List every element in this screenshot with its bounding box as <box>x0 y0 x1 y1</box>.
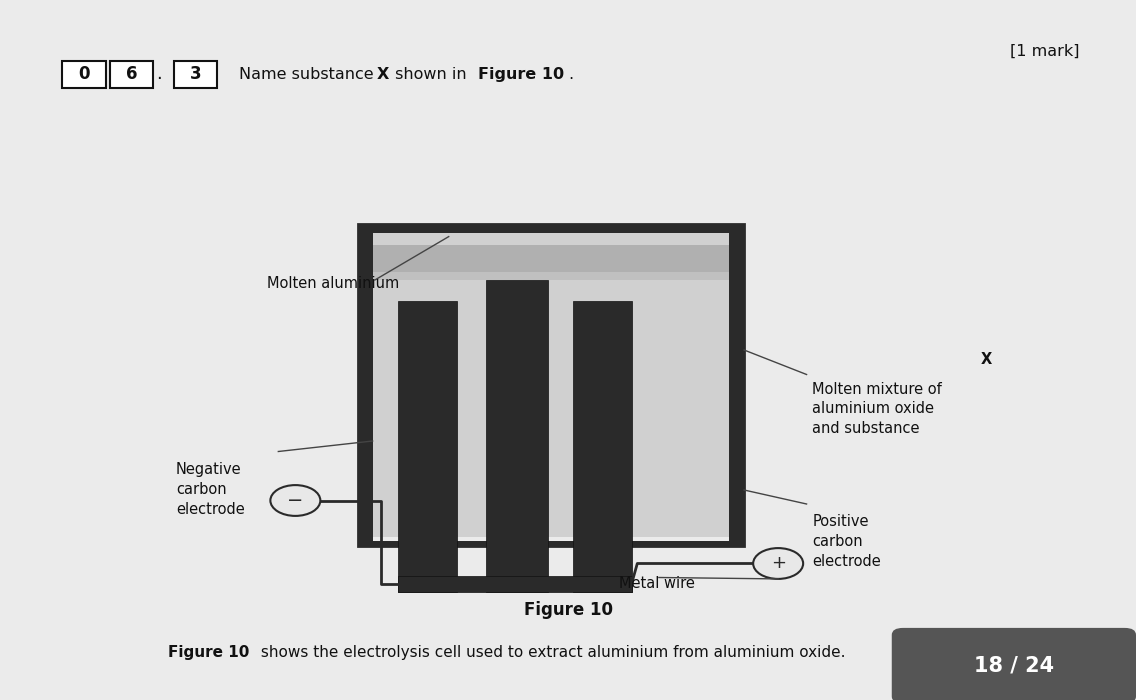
Bar <box>398 301 457 592</box>
Text: [1 mark]: [1 mark] <box>1010 43 1079 58</box>
Text: .: . <box>156 65 162 83</box>
Circle shape <box>753 548 803 579</box>
Text: shows the electrolysis cell used to extract aluminium from aluminium oxide.: shows the electrolysis cell used to extr… <box>256 645 845 660</box>
Bar <box>358 224 744 233</box>
Circle shape <box>270 485 320 516</box>
Bar <box>358 224 373 546</box>
Bar <box>174 61 217 88</box>
Text: X: X <box>980 352 992 367</box>
Text: −: − <box>287 491 303 510</box>
Text: X: X <box>377 66 390 82</box>
Text: Metal wire: Metal wire <box>619 577 695 592</box>
Text: 3: 3 <box>190 65 201 83</box>
Bar <box>110 61 153 88</box>
Bar <box>358 540 744 546</box>
Text: Name substance: Name substance <box>239 66 378 82</box>
Bar <box>398 576 632 592</box>
Bar <box>373 233 729 537</box>
Text: shown in: shown in <box>390 66 471 82</box>
FancyBboxPatch shape <box>892 628 1136 700</box>
Text: 18 / 24: 18 / 24 <box>975 656 1054 676</box>
Bar <box>62 61 106 88</box>
Text: Molten aluminium: Molten aluminium <box>267 276 399 291</box>
Bar <box>358 224 744 546</box>
Text: Molten mixture of
aluminium oxide
and substance: Molten mixture of aluminium oxide and su… <box>812 382 942 436</box>
Text: Negative
carbon
electrode: Negative carbon electrode <box>176 462 245 517</box>
Bar <box>573 301 632 592</box>
Text: Figure 10: Figure 10 <box>168 645 250 660</box>
Text: +: + <box>770 554 786 573</box>
Bar <box>486 280 549 592</box>
Bar <box>729 224 744 546</box>
Text: Positive
carbon
electrode: Positive carbon electrode <box>812 514 882 569</box>
Text: .: . <box>568 66 574 82</box>
Text: Figure 10: Figure 10 <box>524 601 612 620</box>
Bar <box>373 272 729 280</box>
Text: 0: 0 <box>78 65 90 83</box>
Text: 6: 6 <box>126 65 137 83</box>
Text: Figure 10: Figure 10 <box>478 66 565 82</box>
Bar <box>373 245 729 272</box>
